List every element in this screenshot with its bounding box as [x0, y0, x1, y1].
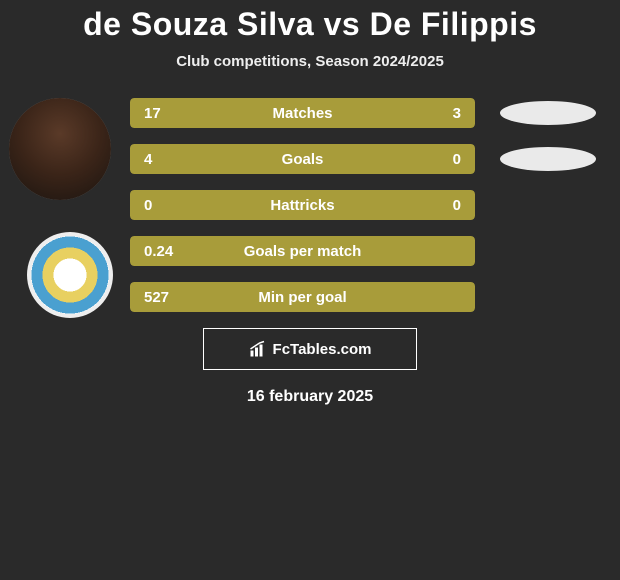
stat-value-right: 3	[453, 105, 461, 122]
subtitle: Club competitions, Season 2024/2025	[0, 53, 620, 70]
stat-label: Goals	[130, 151, 475, 168]
avatar-silhouette	[9, 98, 111, 200]
stat-value-right: 0	[453, 151, 461, 168]
right-slot	[475, 101, 620, 125]
right-slot	[475, 147, 620, 171]
player-right-placeholder	[500, 147, 596, 171]
stats-area: 17Matches34Goals00Hattricks00.24Goals pe…	[0, 98, 620, 312]
stat-bar: 4Goals0	[130, 144, 475, 174]
stat-label: Hattricks	[130, 197, 475, 214]
club-badge-graphic	[31, 236, 109, 314]
stat-bar: 527Min per goal	[130, 282, 475, 312]
date-label: 16 february 2025	[0, 388, 620, 406]
page-title: de Souza Silva vs De Filippis	[0, 0, 620, 43]
stat-value-right: 0	[453, 197, 461, 214]
player-left-avatar	[9, 98, 111, 200]
player-left-club-badge	[27, 232, 113, 318]
brand-box: FcTables.com	[203, 328, 417, 370]
stat-label: Min per goal	[130, 289, 475, 306]
stat-bar: 0Hattricks0	[130, 190, 475, 220]
brand-label: FcTables.com	[273, 341, 372, 358]
stat-bar: 0.24Goals per match	[130, 236, 475, 266]
stat-label: Matches	[130, 105, 475, 122]
player-right-placeholder	[500, 101, 596, 125]
chart-icon	[249, 340, 267, 358]
stat-label: Goals per match	[130, 243, 475, 260]
stat-bar: 17Matches3	[130, 98, 475, 128]
